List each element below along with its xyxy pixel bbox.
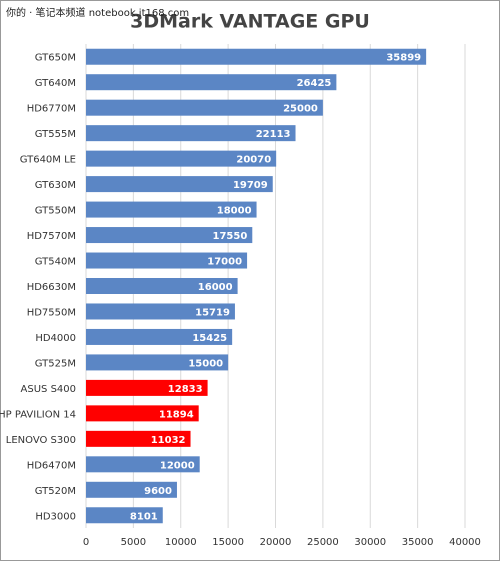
y-tick-label: HD3000 xyxy=(35,511,76,522)
bar xyxy=(86,379,208,396)
bar xyxy=(86,354,229,371)
value-label: 15425 xyxy=(192,333,227,344)
value-label: 15719 xyxy=(195,307,230,318)
y-tick-label: HD6630M xyxy=(27,282,76,293)
y-tick-label: ASUS S400 xyxy=(21,384,76,395)
value-label: 12000 xyxy=(160,460,195,471)
value-label: 26425 xyxy=(297,78,332,89)
value-label: 25000 xyxy=(283,104,318,115)
value-label: 20070 xyxy=(236,155,271,166)
value-label: 17550 xyxy=(212,231,247,242)
value-label: 8101 xyxy=(130,511,158,522)
y-tick-label: GT640M xyxy=(35,78,76,89)
bar xyxy=(86,430,191,447)
bar xyxy=(86,507,163,524)
watermark: 你的 · 笔记本频道 notebook.it168.com xyxy=(6,6,189,19)
bar xyxy=(86,176,273,193)
bar xyxy=(86,278,238,294)
y-tick-label: GT540M xyxy=(35,257,76,268)
bar xyxy=(86,150,277,167)
bar xyxy=(86,74,337,91)
y-tick-label: HD6770M xyxy=(27,104,76,115)
y-tick-label: GT650M xyxy=(35,53,76,64)
bar xyxy=(86,201,257,218)
value-label: 16000 xyxy=(198,282,233,293)
value-label: 15000 xyxy=(188,358,223,369)
value-label: 17000 xyxy=(207,257,242,268)
x-tick-label: 0 xyxy=(83,537,89,548)
y-tick-label: GT525M xyxy=(35,358,76,369)
x-tick-label: 20000 xyxy=(260,537,292,548)
y-tick-label: GT640M LE xyxy=(20,155,76,166)
x-tick-label: 5000 xyxy=(121,537,146,548)
x-tick-label: 25000 xyxy=(307,537,339,548)
y-tick-label: HD7570M xyxy=(27,231,76,242)
bar xyxy=(86,481,177,498)
y-tick-label: GT555M xyxy=(35,129,76,140)
x-tick-label: 35000 xyxy=(402,537,434,548)
bar xyxy=(86,405,199,422)
bar xyxy=(86,227,253,244)
value-label: 22113 xyxy=(256,129,291,140)
value-label: 12833 xyxy=(168,384,203,395)
value-label: 9600 xyxy=(144,486,172,497)
y-tick-label: LENOVO S300 xyxy=(6,435,76,446)
y-tick-label: GT550M xyxy=(35,206,76,217)
x-tick-label: 30000 xyxy=(354,537,386,548)
bar xyxy=(86,48,427,65)
value-label: 18000 xyxy=(217,206,252,217)
y-tick-label: GT520M xyxy=(35,486,76,497)
bar xyxy=(86,303,235,320)
chart-title: 3DMark VANTAGE GPU xyxy=(130,11,370,33)
value-label: 35899 xyxy=(386,53,421,64)
y-tick-label: HD4000 xyxy=(35,333,76,344)
value-label: 11894 xyxy=(159,409,194,420)
y-tick-label: GT630M xyxy=(35,180,76,191)
bar xyxy=(86,456,200,473)
y-tick-label: HD6470M xyxy=(27,460,76,471)
bar xyxy=(86,328,233,345)
value-label: 19709 xyxy=(233,180,268,191)
value-label: 11032 xyxy=(151,435,186,446)
bar xyxy=(86,252,248,269)
x-tick-label: 40000 xyxy=(449,537,481,548)
y-tick-label: HP PAVILION 14 xyxy=(0,409,76,420)
x-tick-label: 15000 xyxy=(212,537,244,548)
bar xyxy=(86,99,323,116)
y-tick-label: HD7550M xyxy=(27,307,76,318)
x-tick-label: 10000 xyxy=(165,537,197,548)
bar xyxy=(86,125,296,142)
